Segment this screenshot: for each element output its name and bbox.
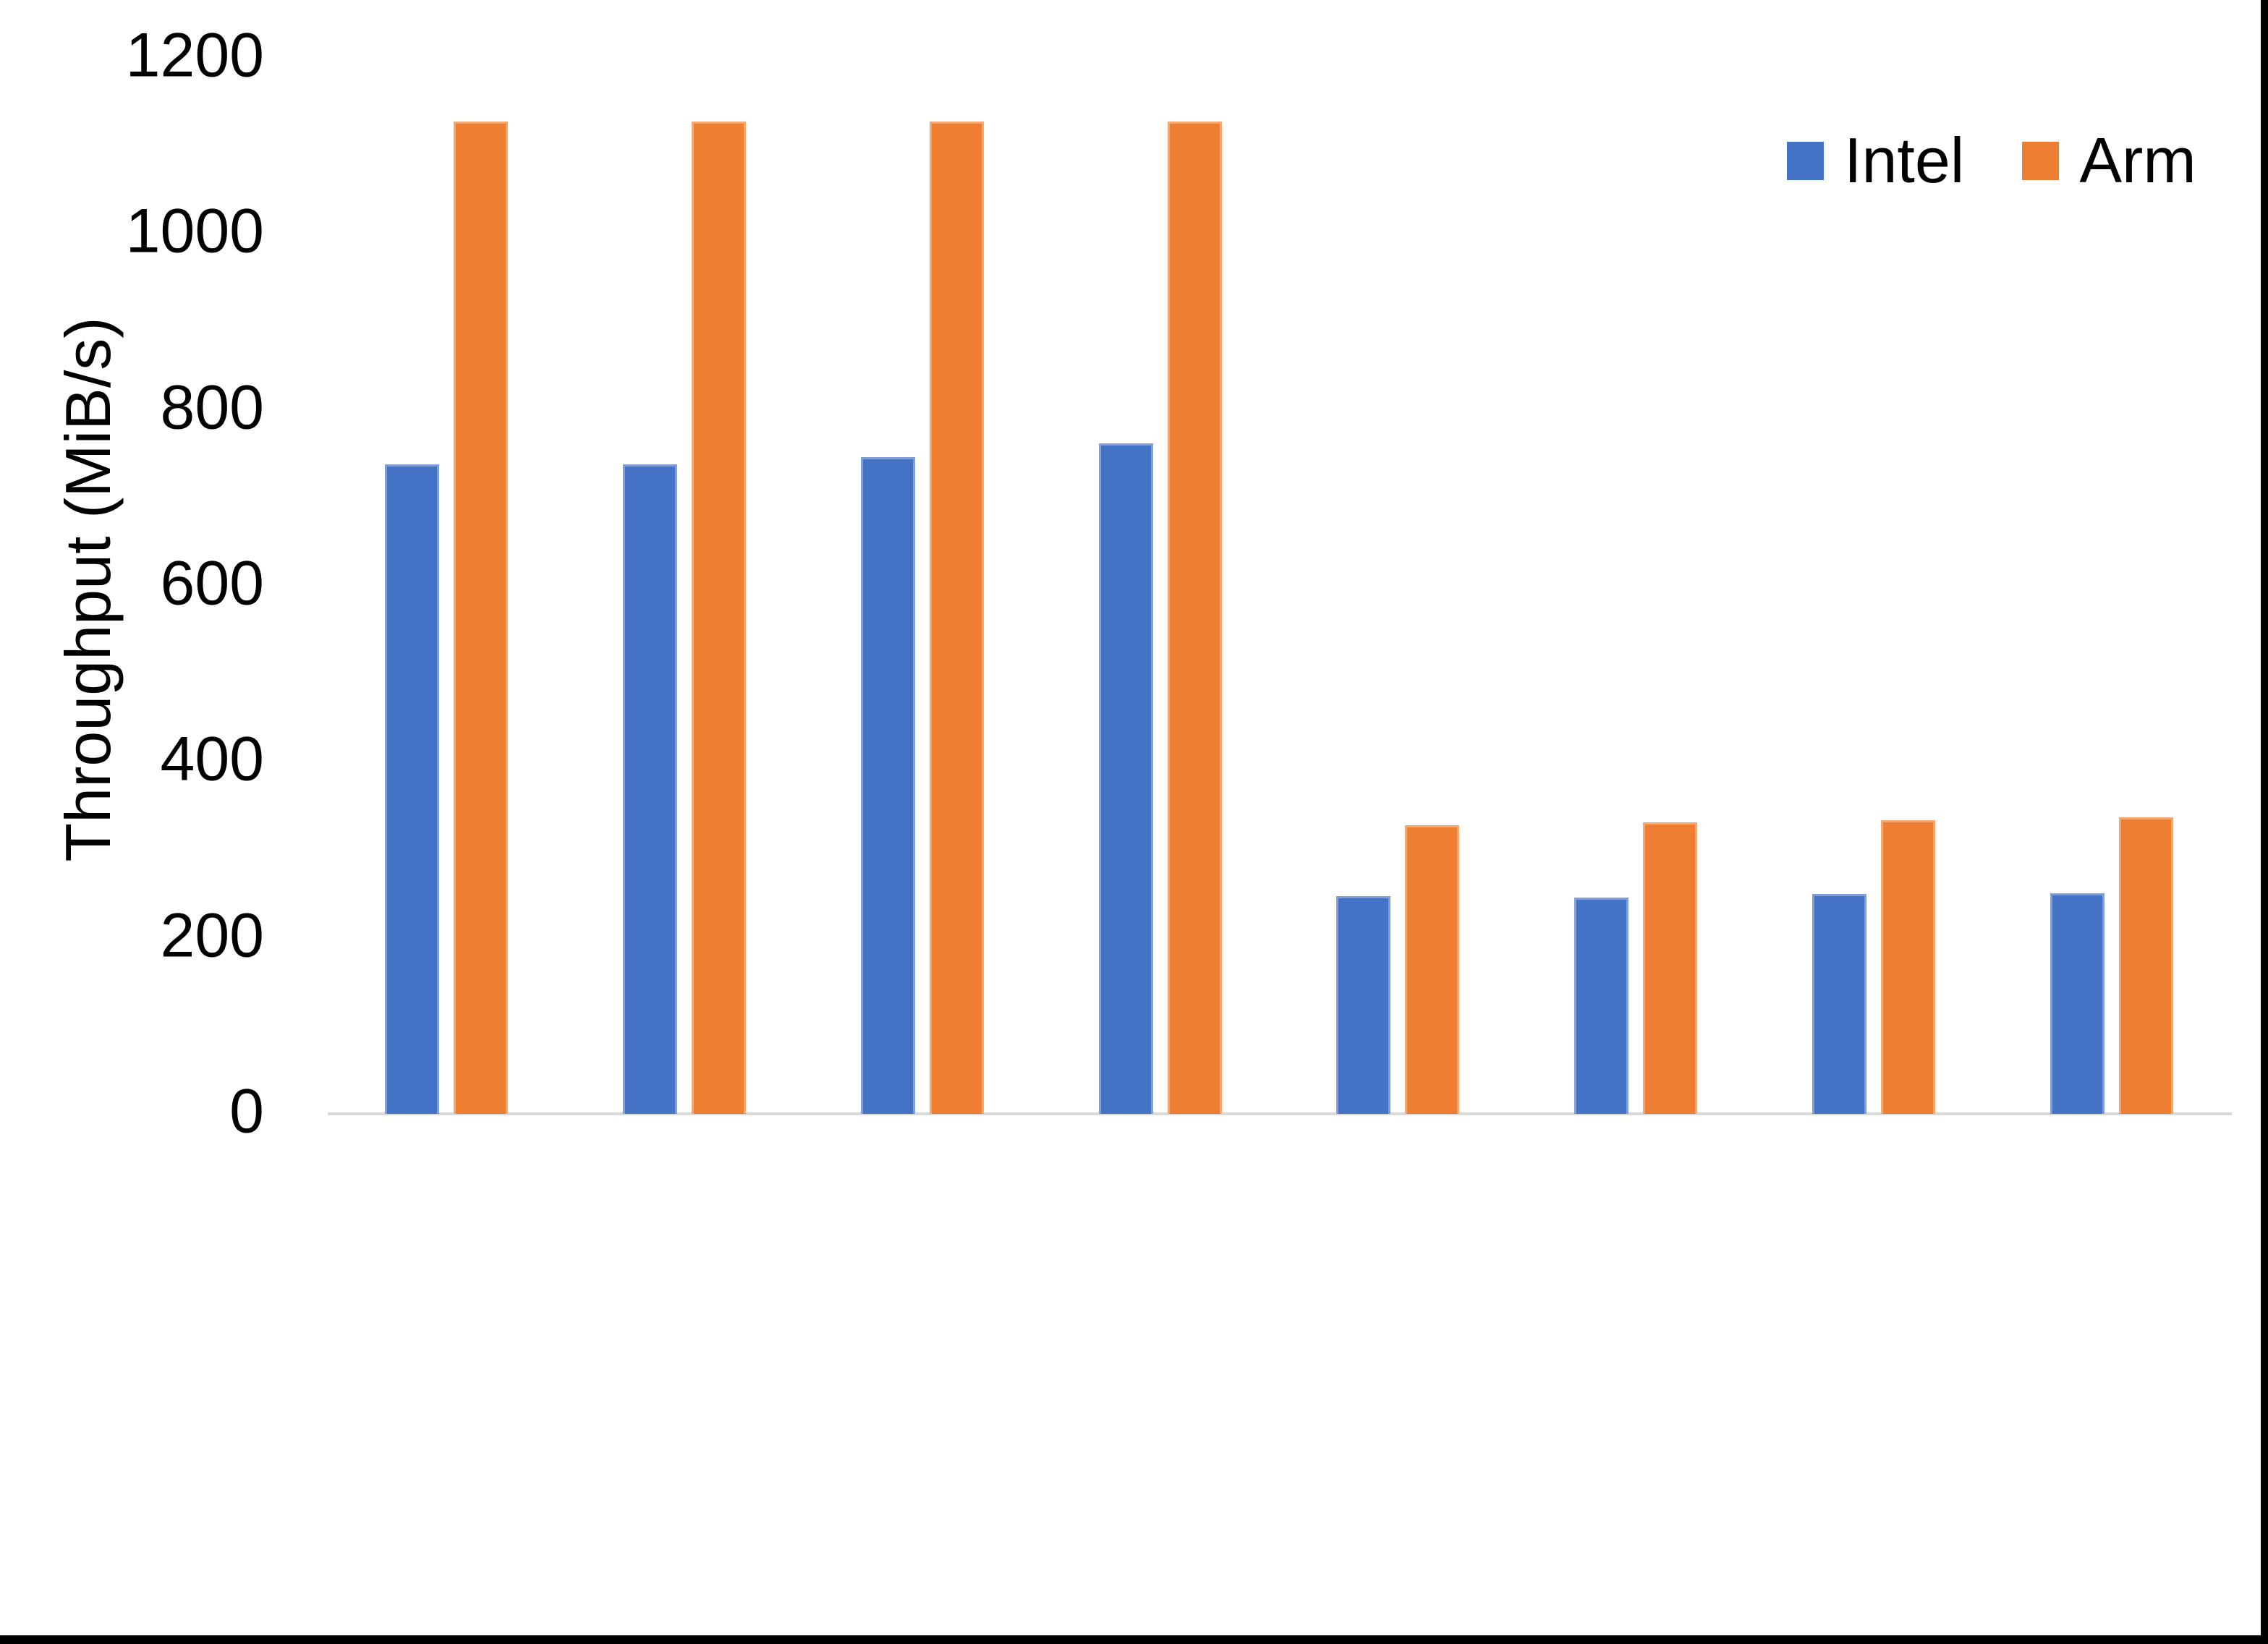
screen-edge-bottom bbox=[0, 1635, 2268, 1644]
bar-arm-1m-buzhash bbox=[454, 122, 509, 1114]
screen-edge-right bbox=[2261, 0, 2268, 1644]
bar-arm-2m-buzhash bbox=[692, 122, 747, 1114]
bar-arm-1m-rabin-karp bbox=[1405, 825, 1460, 1114]
bar-intel-4m-buzhash bbox=[860, 457, 915, 1114]
legend: Intel Arm bbox=[1787, 129, 2196, 192]
y-tick-label-0: 0 bbox=[229, 1076, 264, 1146]
x-axis-line bbox=[328, 1112, 2232, 1115]
legend-swatch-arm bbox=[2022, 141, 2060, 180]
legend-label-intel: Intel bbox=[1844, 124, 1965, 196]
y-tick-label-200: 200 bbox=[160, 900, 265, 971]
bar-intel-4m-rabin-karp bbox=[1812, 894, 1866, 1114]
legend-label-arm: Arm bbox=[2079, 124, 2196, 196]
bar-arm-4m-buzhash bbox=[929, 122, 984, 1114]
bar-arm-8m-rabin-karp bbox=[2118, 817, 2173, 1114]
bar-intel-8m-rabin-karp bbox=[2050, 893, 2105, 1114]
legend-item-arm: Arm bbox=[2022, 129, 2196, 192]
bar-arm-2m-rabin-karp bbox=[1643, 822, 1698, 1114]
y-tick-label-800: 800 bbox=[160, 372, 265, 443]
y-tick-label-600: 600 bbox=[160, 548, 265, 618]
y-tick-label-400: 400 bbox=[160, 724, 265, 794]
y-tick-label-1000: 1000 bbox=[125, 196, 264, 266]
legend-swatch-intel bbox=[1787, 141, 1824, 180]
bar-arm-8m-buzhash bbox=[1167, 122, 1222, 1114]
bar-intel-2m-buzhash bbox=[623, 464, 678, 1114]
plot-area bbox=[328, 58, 2232, 1115]
y-tick-label-1200: 1200 bbox=[125, 20, 264, 90]
legend-item-intel: Intel bbox=[1787, 129, 1964, 192]
bar-arm-4m-rabin-karp bbox=[1880, 820, 1935, 1114]
bar-intel-1m-rabin-karp bbox=[1336, 896, 1391, 1114]
bar-intel-2m-rabin-karp bbox=[1574, 898, 1629, 1114]
bar-intel-8m-buzhash bbox=[1098, 443, 1153, 1114]
bar-intel-1m-buzhash bbox=[385, 464, 440, 1114]
